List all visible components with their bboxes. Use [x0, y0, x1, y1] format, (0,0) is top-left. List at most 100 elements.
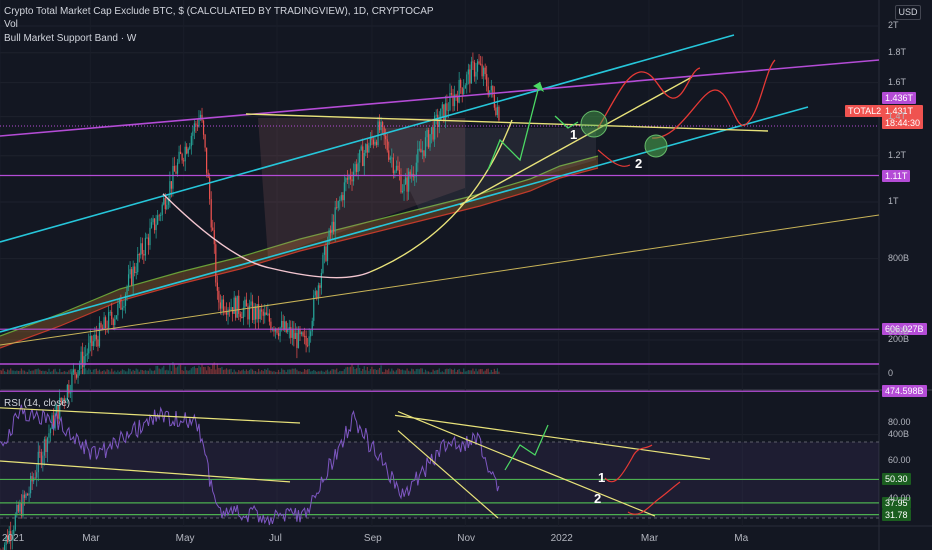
support-band-indicator-label[interactable]: Bull Market Support Band · W — [4, 33, 137, 44]
rsi-axis-label: 60.00 — [888, 455, 911, 465]
volume-bar — [245, 369, 248, 374]
candle-body — [354, 164, 356, 172]
candle-body — [120, 298, 122, 310]
volume-bar — [239, 371, 241, 374]
volume-bar — [288, 369, 290, 374]
volume-bar — [196, 368, 199, 374]
volume-bar — [173, 364, 176, 374]
volume-bar — [310, 371, 312, 374]
candle-body — [247, 306, 249, 320]
candle-body — [464, 85, 466, 89]
volume-bar — [478, 369, 480, 374]
candle-body — [490, 85, 492, 91]
candle-body — [277, 333, 280, 337]
candle-body — [326, 243, 329, 261]
candle-body — [285, 321, 287, 332]
candle-body — [308, 336, 310, 346]
volume-bar — [101, 371, 104, 374]
candle-body — [25, 493, 27, 498]
candle-body — [215, 244, 217, 283]
price-axis-label: 2T — [888, 20, 899, 30]
volume-bar — [170, 371, 173, 374]
candle-body — [375, 141, 378, 146]
volume-bar — [489, 372, 491, 374]
candle-body — [153, 218, 156, 231]
rsi-yellow-support — [0, 460, 291, 483]
volume-bar — [111, 368, 113, 374]
rsi-yellow-diagonal-2 — [397, 430, 499, 519]
volume-bar — [186, 370, 188, 374]
candle-body — [487, 86, 489, 96]
volume-bar — [307, 369, 309, 374]
volume-bar — [219, 367, 221, 374]
candle-body — [204, 134, 206, 148]
candle-body — [378, 121, 381, 131]
volume-bar — [147, 370, 150, 374]
candle-body — [495, 107, 497, 116]
volume-bar — [85, 368, 87, 374]
volume-bar — [466, 371, 468, 374]
volume-bar — [238, 369, 240, 374]
target-circle-2 — [644, 134, 668, 158]
candle-body — [274, 328, 277, 332]
volume-bar — [342, 371, 344, 374]
rsi-line — [0, 404, 500, 526]
rsi-indicator-label[interactable]: RSI (14, close) — [4, 398, 71, 409]
volume-bar — [244, 371, 246, 374]
candle-body — [179, 151, 182, 155]
volume-bar — [206, 370, 208, 374]
symbol-tag: TOTAL2 — [845, 105, 885, 117]
candle-body — [3, 545, 6, 550]
volume-bar — [69, 369, 72, 374]
candle-body — [431, 127, 433, 135]
price-label-1: 1 — [570, 127, 577, 142]
candle-body — [469, 69, 471, 84]
volume-bar — [137, 369, 139, 374]
candle-body — [279, 327, 281, 337]
volume-bar — [351, 364, 353, 374]
volume-bar — [199, 367, 202, 374]
volume-bar — [418, 369, 420, 374]
candle-body — [394, 171, 396, 174]
candle-body — [196, 124, 199, 127]
volume-bar — [132, 369, 134, 374]
candle-body — [409, 171, 411, 177]
candle-body — [317, 285, 319, 299]
candle-body — [172, 165, 174, 189]
candle-body — [37, 451, 39, 473]
candle-body — [80, 351, 82, 365]
volume-bar — [264, 368, 266, 374]
candle-body — [460, 79, 462, 88]
candle-body — [365, 144, 367, 153]
candle-body — [85, 354, 87, 357]
volume-bar — [126, 371, 128, 374]
candle-body — [51, 415, 53, 429]
volume-bar — [412, 369, 414, 374]
volume-bar — [241, 370, 243, 374]
price-axis-label: 1.8T — [888, 46, 907, 57]
candle-body — [236, 295, 238, 318]
volume-indicator-label[interactable]: Vol — [4, 19, 18, 30]
volume-bar — [349, 366, 352, 374]
currency-button[interactable]: USD — [895, 5, 921, 20]
volume-bar — [201, 364, 203, 374]
annotation-labels: 1 2 1 2 — [570, 127, 642, 506]
volume-bar — [279, 371, 281, 374]
candle-body — [333, 221, 335, 232]
trendline-drawings[interactable] — [0, 34, 880, 392]
volume-bar — [34, 369, 36, 374]
current-price-tag: 1.431T 18:44:30 — [882, 105, 924, 129]
volume-bar — [267, 368, 269, 374]
candle-body — [199, 114, 202, 119]
volume-bar — [326, 369, 329, 374]
volume-bar — [212, 364, 214, 374]
volume-bar — [453, 368, 456, 374]
volume-bar — [45, 370, 47, 374]
channel-lower-line — [0, 106, 809, 333]
volume-bar — [325, 370, 327, 374]
volume-bar — [470, 370, 472, 374]
volume-bar — [382, 371, 384, 374]
candle-body — [453, 94, 456, 107]
